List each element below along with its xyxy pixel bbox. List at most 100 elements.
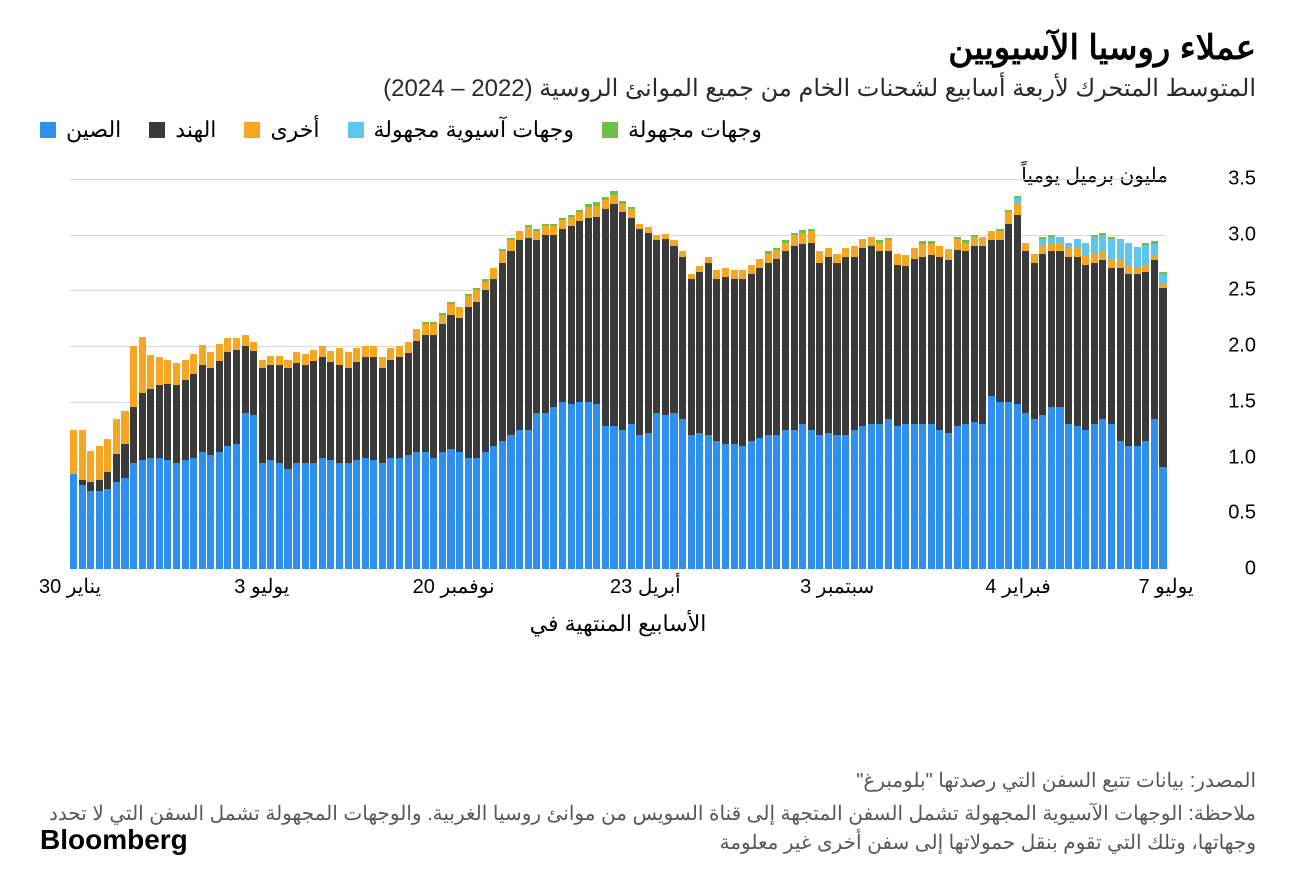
bar-segment-china xyxy=(190,458,197,569)
bar-segment-other xyxy=(387,348,394,359)
bar xyxy=(233,338,240,569)
bar-segment-other xyxy=(422,324,429,335)
bar xyxy=(207,352,214,569)
bar xyxy=(593,202,600,569)
bar-segment-unknown_asia xyxy=(1159,274,1166,283)
bar xyxy=(516,231,523,569)
bar-segment-india xyxy=(559,229,566,402)
bar-segment-china xyxy=(593,404,600,569)
bar-segment-other xyxy=(465,296,472,307)
bar xyxy=(276,356,283,569)
bar xyxy=(971,235,978,569)
bar xyxy=(267,356,274,569)
bar-segment-other xyxy=(182,360,189,380)
bar-segment-china xyxy=(808,430,815,569)
bar xyxy=(610,191,617,569)
y-axis: 00.51.01.52.02.53.03.5 xyxy=(1176,179,1256,569)
bar-segment-india xyxy=(1014,215,1021,404)
bar-segment-india xyxy=(345,368,352,463)
bar-segment-india xyxy=(319,357,326,457)
legend-swatch xyxy=(149,122,165,138)
legend-swatch xyxy=(40,122,56,138)
bar-segment-india xyxy=(936,257,943,430)
bar-segment-other xyxy=(894,254,901,265)
bar xyxy=(722,268,729,569)
bar-segment-other xyxy=(936,246,943,257)
bar-segment-china xyxy=(696,433,703,569)
bar xyxy=(465,294,472,569)
source-line: المصدر: بيانات تتبع السفن التي رصدتها "ب… xyxy=(40,767,1256,796)
bar-segment-china xyxy=(182,460,189,569)
bar-segment-india xyxy=(276,365,283,463)
bar-segment-other xyxy=(902,255,909,266)
bar-segment-india xyxy=(722,277,729,444)
bar-segment-india xyxy=(362,357,369,457)
bar xyxy=(302,354,309,569)
bar-segment-other xyxy=(748,265,755,274)
bar-segment-india xyxy=(825,257,832,433)
bar-segment-china xyxy=(679,419,686,569)
bar-segment-india xyxy=(387,360,394,458)
bar-segment-india xyxy=(739,279,746,446)
bar xyxy=(353,348,360,569)
bar-segment-other xyxy=(345,352,352,369)
bar-segment-china xyxy=(670,413,677,569)
bar-segment-unknown_asia xyxy=(1099,235,1106,252)
bar-segment-india xyxy=(782,251,789,429)
plot xyxy=(70,179,1166,569)
bar-segment-india xyxy=(911,259,918,424)
bar-segment-other xyxy=(156,357,163,385)
bar xyxy=(1056,237,1063,569)
bar xyxy=(765,251,772,569)
bar-segment-india xyxy=(585,218,592,402)
bar-segment-china xyxy=(954,426,961,569)
bar xyxy=(319,346,326,569)
bar-segment-india xyxy=(242,346,249,413)
bar xyxy=(602,197,609,569)
bar-segment-india xyxy=(988,240,995,396)
bar-segment-india xyxy=(996,240,1003,402)
bar-segment-other xyxy=(104,439,111,472)
bar-segment-china xyxy=(465,458,472,569)
bar-segment-other xyxy=(593,206,600,217)
bar xyxy=(731,270,738,569)
bar-segment-india xyxy=(550,235,557,408)
legend-item: أخرى xyxy=(244,117,319,143)
bar-segment-india xyxy=(430,335,437,458)
bar xyxy=(336,348,343,569)
bar-segment-china xyxy=(499,441,506,569)
bar-segment-other xyxy=(96,446,103,479)
bar-segment-india xyxy=(833,263,840,436)
bar-segment-china xyxy=(1039,415,1046,569)
bar xyxy=(173,363,180,569)
bar-segment-india xyxy=(336,365,343,463)
bar-segment-india xyxy=(688,279,695,435)
bar-segment-china xyxy=(885,419,892,569)
bar-segment-china xyxy=(1082,430,1089,569)
bar-segment-china xyxy=(1048,407,1055,569)
bar xyxy=(885,238,892,569)
bar-segment-other xyxy=(525,227,532,238)
bar-segment-china xyxy=(550,407,557,569)
bar xyxy=(825,248,832,569)
bar-segment-india xyxy=(1074,257,1081,426)
bar-segment-china xyxy=(525,430,532,569)
bar xyxy=(670,240,677,569)
bar-segment-india xyxy=(971,246,978,422)
bar-segment-china xyxy=(988,396,995,569)
bar xyxy=(713,270,720,569)
bar xyxy=(164,360,171,569)
bar-segment-china xyxy=(610,426,617,569)
bar-segment-other xyxy=(1082,256,1089,265)
bar-segment-india xyxy=(628,218,635,424)
bar-segment-china xyxy=(79,485,86,569)
bar xyxy=(756,259,763,569)
bar xyxy=(876,240,883,569)
bar-segment-china xyxy=(645,433,652,569)
bar xyxy=(250,342,257,569)
bar-segment-india xyxy=(267,365,274,460)
bar-segment-india xyxy=(1031,263,1038,419)
bar-segment-india xyxy=(1039,254,1046,416)
bar-segment-china xyxy=(370,460,377,569)
bar-segment-india xyxy=(405,353,412,456)
